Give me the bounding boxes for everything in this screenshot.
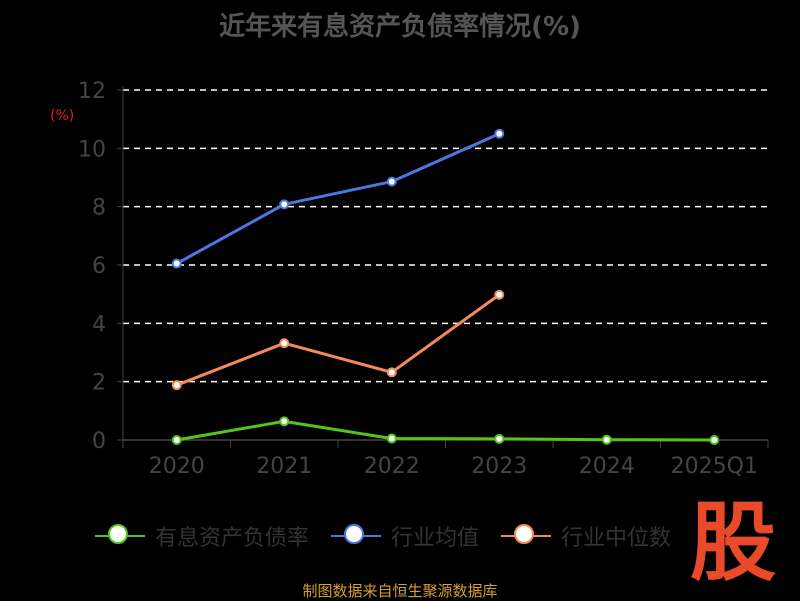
- series-1-point: [601, 434, 612, 445]
- series-3-point: [171, 380, 182, 391]
- x-tick-label: 2025Q1: [671, 454, 758, 479]
- series-2-point: [279, 199, 290, 210]
- series-3-point: [386, 367, 397, 378]
- series-1-point: [494, 433, 505, 444]
- legend-item-series-3[interactable]: 行业中位数: [501, 520, 671, 552]
- legend-item-series-2[interactable]: 行业均值: [331, 520, 479, 552]
- series-3-point: [279, 338, 290, 349]
- legend-label-series-2: 行业均值: [391, 526, 480, 551]
- x-tick-label: 2020: [149, 454, 205, 479]
- series-1-point: [171, 435, 182, 445]
- x-tick-label: 2021: [256, 454, 312, 479]
- series-1-point: [709, 435, 720, 445]
- y-axis-unit-label: (%): [50, 108, 75, 124]
- series-2-point: [494, 128, 505, 139]
- legend-swatch-series-3: [501, 524, 552, 546]
- series-1-point: [279, 416, 290, 427]
- y-tick-label: 0: [92, 429, 106, 454]
- x-tick-label: 2024: [579, 454, 635, 479]
- y-tick-label: 4: [92, 312, 106, 337]
- series-line-3: [176, 293, 501, 387]
- data-source-note: 制图数据来自恒生聚源数据库: [302, 582, 498, 600]
- y-tick-label: 6: [92, 254, 106, 279]
- series-2-point: [386, 176, 397, 187]
- y-tick-label: 12: [78, 79, 106, 104]
- chart-title: 近年来有息资产负债率情况(%): [219, 12, 581, 42]
- legend-item-series-1[interactable]: 有息资产负债率: [95, 520, 309, 552]
- series-1-point: [386, 433, 397, 444]
- x-tick-label: 2022: [364, 454, 420, 479]
- series-2-point: [171, 258, 182, 269]
- legend-label-series-3: 行业中位数: [561, 526, 672, 551]
- brand-stamp-logo: 股: [690, 493, 776, 593]
- y-tick-label: 10: [78, 137, 106, 162]
- series-3-point: [494, 289, 505, 300]
- chart-legend: 有息资产负债率 行业均值 行业中位数: [95, 520, 671, 552]
- series-line-1: [176, 419, 715, 442]
- series-line-2: [176, 132, 500, 265]
- legend-swatch-series-1: [95, 524, 145, 546]
- legend-swatch-series-2: [331, 524, 382, 546]
- y-tick-label: 2: [92, 371, 106, 396]
- x-tick-label: 2023: [471, 454, 527, 479]
- legend-label-series-1: 有息资产负债率: [155, 526, 310, 551]
- y-tick-label: 8: [92, 196, 106, 221]
